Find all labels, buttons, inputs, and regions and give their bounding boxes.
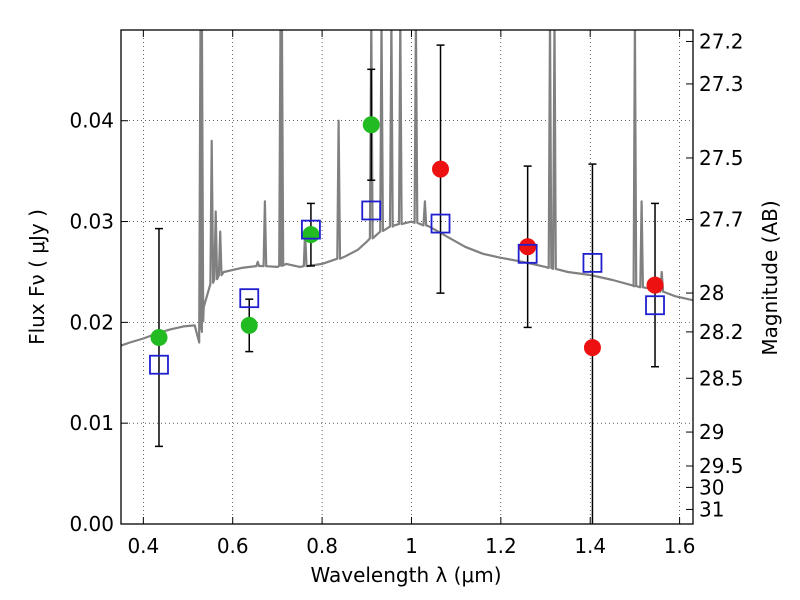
y2-tick-label: 29.5 [699,454,744,478]
x-tick-label: 1.4 [574,534,606,558]
data-point-circle [362,116,380,134]
y2-tick-label: 31 [699,497,724,521]
y2-tick-label: 28.5 [699,366,744,390]
x-axis: 0.4 0.6 0.8 1 1.2 1.4 1.6 [127,30,696,558]
y-tick-label: 0.00 [69,512,114,536]
y-tick-label: 0.03 [69,210,114,234]
data-point-circle [150,328,168,346]
y2-axis-label: Magnitude (AB) [758,200,782,355]
y2-tick-label: 30 [699,475,724,499]
x-tick-label: 1.6 [664,534,696,558]
data-point-circle [302,226,320,244]
data-point-square [645,295,665,316]
data-point-square [361,200,382,221]
plot-background [121,30,693,524]
data-point-square [149,354,169,375]
y2-tick-label: 27.7 [699,208,744,232]
data-point-circle [646,276,664,294]
y2-tick-label: 27.2 [699,29,744,53]
y-axis: 0.00 0.01 0.02 0.03 0.04 [69,109,128,536]
x-tick-label: 1.2 [485,534,517,558]
x-axis-label: Wavelength λ (μm) [310,563,501,587]
y2-tick-label: 29 [699,420,724,444]
y-tick-label: 0.04 [69,109,114,133]
y2-tick-label: 27.3 [699,72,744,96]
y-tick-label: 0.01 [69,411,114,435]
spectrum-line [121,30,693,347]
data-point-square [239,288,260,309]
x-tick-label: 1 [405,534,418,558]
y-tick-label: 0.02 [69,310,114,334]
data-point-circle [432,160,450,178]
x-tick-label: 0.8 [306,534,338,558]
y2-tick-label: 28 [699,281,724,305]
x-tick-label: 0.4 [127,534,159,558]
data-point-square [582,252,603,273]
spectrum-layer [121,30,693,347]
data-point-circle [583,339,601,357]
plot-frame [120,29,694,525]
data-point-square [430,213,451,234]
marker-layer [149,116,665,375]
y2-tick-label: 28.2 [699,320,744,344]
x-tick-label: 0.6 [217,534,249,558]
data-point-square [517,243,538,264]
data-point-square [301,219,321,240]
y-axis-label: Flux Fν ( μJy ) [25,209,49,345]
data-point-circle [519,238,537,256]
y2-tick-label: 27.5 [699,146,744,170]
data-point-circle [240,316,258,334]
